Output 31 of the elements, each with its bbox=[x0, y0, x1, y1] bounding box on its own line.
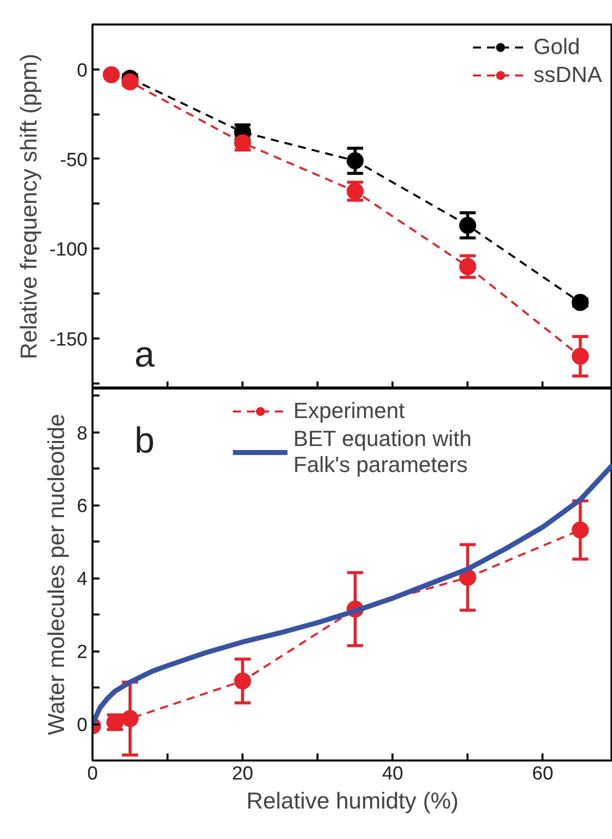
annotation: a bbox=[134, 334, 156, 374]
point bbox=[122, 710, 139, 728]
point bbox=[572, 522, 589, 538]
y-tick-label: -150 bbox=[49, 329, 88, 350]
y-axis-title: Relative frequency shift (ppm) bbox=[15, 54, 42, 360]
y-tick-label: 8 bbox=[76, 423, 88, 444]
y-axis-title: Water molecules per nucleotide bbox=[42, 414, 69, 736]
y-tick-label: 4 bbox=[76, 569, 88, 590]
legend-label: Gold bbox=[534, 34, 580, 60]
y-tick-label: 0 bbox=[76, 715, 88, 736]
point bbox=[572, 294, 589, 311]
point bbox=[459, 216, 476, 234]
legend-label: ssDNA bbox=[534, 62, 602, 88]
point bbox=[234, 672, 252, 690]
point bbox=[572, 348, 589, 365]
point bbox=[102, 66, 120, 84]
point bbox=[459, 258, 476, 276]
y-tick-label: -100 bbox=[49, 240, 88, 261]
legend-label: BET equation with Falk's parameters bbox=[293, 426, 472, 478]
x-axis-title: Relative humidty (%) bbox=[246, 788, 459, 814]
y-tick-label: 0 bbox=[76, 60, 88, 82]
y-tick-label: 6 bbox=[76, 496, 88, 518]
point bbox=[122, 73, 139, 90]
y-tick-label: -50 bbox=[60, 150, 88, 171]
x-tick-label: 40 bbox=[382, 764, 404, 784]
annotation: b bbox=[134, 420, 155, 460]
x-tick-label: 60 bbox=[532, 764, 554, 784]
x-tick-label: 20 bbox=[232, 764, 254, 784]
point bbox=[346, 152, 364, 170]
y-tick-label: 2 bbox=[76, 642, 88, 664]
legend-label: Experiment bbox=[293, 398, 405, 424]
